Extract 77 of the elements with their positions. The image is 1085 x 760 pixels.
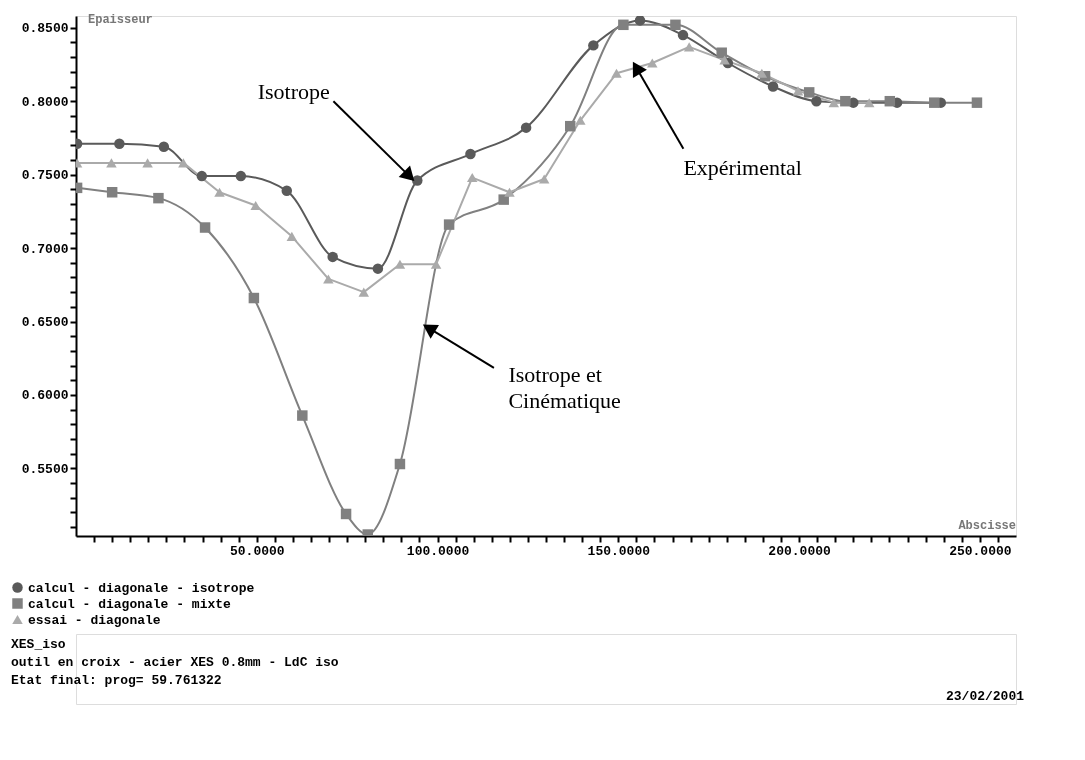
point: [538, 174, 550, 184]
point: [863, 98, 875, 108]
point: [719, 55, 730, 65]
point: [767, 81, 779, 92]
annotation: Isotrope: [257, 79, 330, 105]
point: [716, 47, 727, 58]
legend-label: calcul - diagonale - isotrope: [28, 580, 255, 596]
point: [467, 173, 478, 183]
y-tick-label: 0.6500: [21, 315, 69, 331]
x-tick-label: 150.0000: [587, 543, 651, 559]
point: [358, 287, 370, 297]
y-tick-label: 0.6000: [21, 388, 69, 404]
point: [670, 19, 681, 31]
point: [588, 40, 599, 51]
point: [394, 259, 406, 269]
point: [114, 138, 125, 150]
x-axis-title: Abscisse: [958, 519, 1016, 533]
point: [372, 263, 384, 274]
y-axis-title: Epaisseur: [88, 13, 153, 27]
legend-label: calcul - diagonale - mixte: [28, 596, 232, 612]
y-tick-label: 0.8000: [21, 94, 69, 110]
point: [564, 120, 576, 132]
point: [235, 170, 247, 182]
point: [281, 185, 293, 197]
point: [340, 508, 352, 520]
point: [520, 122, 532, 133]
point: [647, 58, 658, 68]
point: [286, 231, 298, 241]
text: outil en croix - acier XES 0.8mm - LdC iso: [11, 655, 339, 670]
point: [504, 187, 515, 197]
point: [158, 141, 170, 152]
point: [792, 86, 804, 96]
point: [884, 95, 896, 107]
point: [250, 200, 261, 211]
x-tick-label: 100.0000: [406, 543, 470, 559]
point: [394, 458, 406, 470]
point: [142, 158, 153, 168]
text: XES_iso: [11, 637, 66, 652]
point: [153, 192, 164, 204]
text: Etat final: prog= 59.761322: [11, 673, 222, 688]
point: [443, 219, 455, 230]
point: [971, 97, 983, 108]
point: [840, 95, 851, 107]
point: [196, 170, 208, 182]
x-tick-label: 250.0000: [949, 543, 1012, 559]
text: 23/02/2001: [946, 689, 1025, 704]
point: [575, 115, 586, 125]
x-tick-label: 50.0000: [229, 543, 285, 559]
point: [618, 19, 629, 31]
point: [611, 68, 622, 78]
point: [683, 42, 695, 52]
annotation: Isotrope et Cinématique: [508, 362, 621, 414]
point: [297, 410, 308, 421]
point: [465, 148, 476, 160]
point: [430, 259, 442, 269]
point: [498, 194, 509, 205]
point: [811, 95, 822, 107]
point: [756, 68, 768, 78]
x-tick-label: 200.0000: [768, 543, 831, 559]
point: [248, 292, 260, 304]
point: [828, 98, 840, 108]
point: [327, 251, 338, 263]
y-tick-label: 0.5500: [21, 461, 69, 477]
point: [214, 187, 225, 197]
y-tick-label: 0.8500: [21, 21, 69, 37]
point: [929, 97, 940, 108]
point: [803, 87, 815, 98]
point: [677, 29, 689, 41]
point: [412, 175, 423, 186]
legend-label: essai - diagonale: [28, 612, 161, 628]
point: [634, 16, 646, 26]
y-tick-label: 0.7000: [21, 241, 69, 257]
point: [199, 222, 211, 233]
point: [106, 187, 118, 198]
point: [106, 158, 117, 168]
y-tick-label: 0.7500: [21, 168, 69, 184]
annotation: Expérimental: [683, 154, 802, 180]
